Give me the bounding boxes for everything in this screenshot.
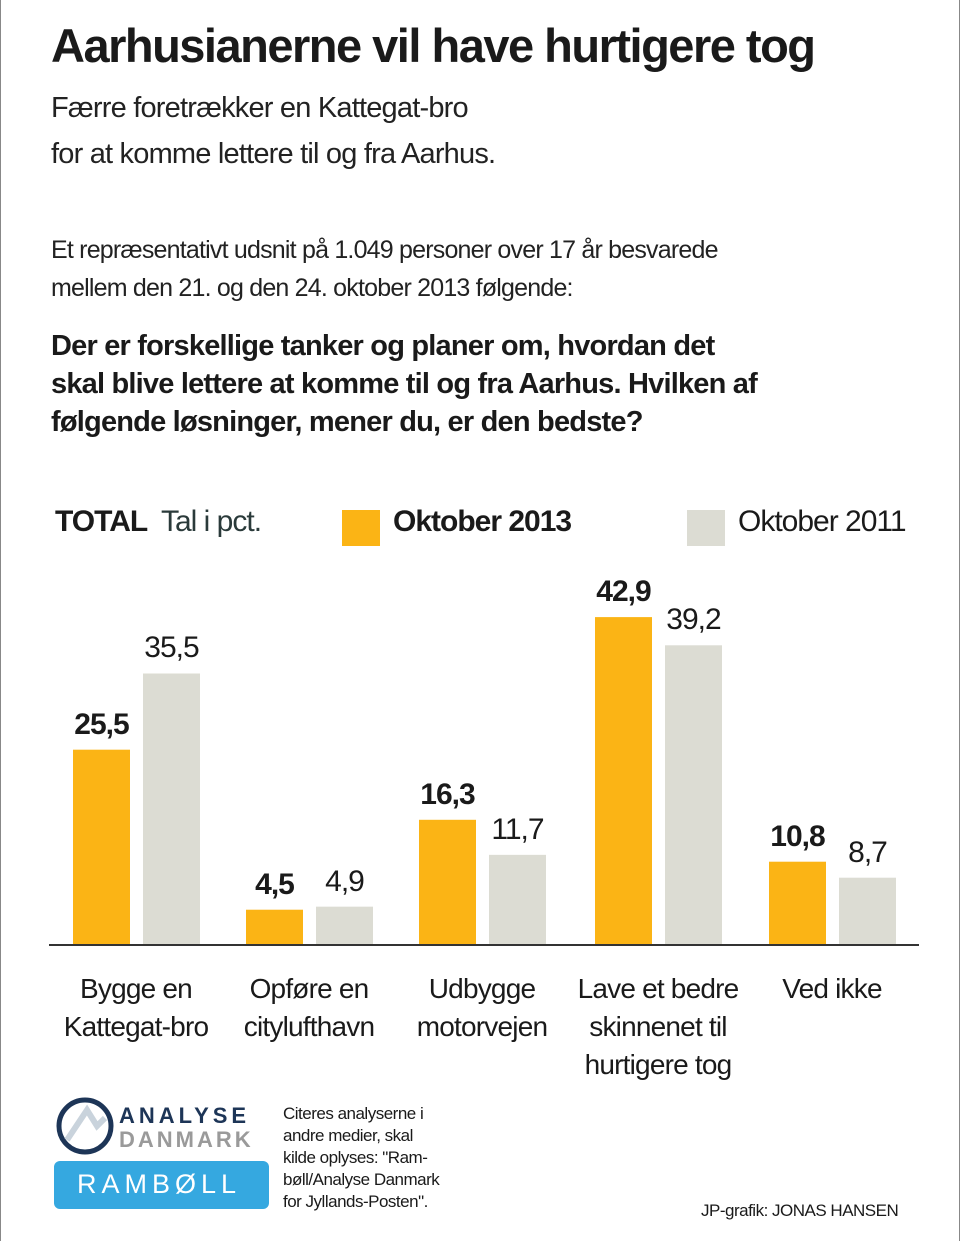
danmark-logo-text: DANMARK [119,1127,254,1152]
question-line: følgende løsninger, mener du, er den bed… [51,406,643,438]
value-label: 11,7 [491,812,544,846]
graphic-credit: JP-grafik: JONAS HANSEN [701,1201,899,1220]
value-label: 25,5 [74,707,129,741]
ramboll-logo-text: RAMBØLL [77,1169,242,1199]
subtitle-line: for at komme lettere til og fra Aarhus. [51,138,496,170]
bar-2013 [246,909,303,944]
value-label: 35,5 [144,631,199,665]
bar-2011 [489,854,546,944]
category-label: Udbygge [428,973,536,1004]
citation-line: bøll/Analyse Danmark [283,1170,440,1189]
value-label: 4,5 [255,867,295,901]
citation-line: andre medier, skal [283,1126,413,1145]
category-label: Bygge en [80,973,193,1004]
legend-swatch-2013 [342,510,380,546]
value-label: 4,9 [325,864,365,898]
bar-2011 [839,877,896,944]
category-label: Lave et bedre [577,973,740,1004]
category-label: skinnenet til [589,1011,727,1042]
title: Aarhusianerne vil have hurtigere tog [51,19,816,72]
value-label: 42,9 [596,575,651,609]
value-label: 16,3 [420,777,475,811]
intro-line: Et repræsentativt udsnit på 1.049 person… [51,236,719,264]
bar-2013 [73,749,130,944]
legend-unit: Tal i pct. [161,505,262,538]
category-label: Kattegat-bro [63,1011,209,1042]
intro-line: mellem den 21. og den 24. oktober 2013 f… [51,274,574,302]
category-label: Opføre en [249,973,370,1004]
analyse-logo-text: ANALYSE [119,1103,251,1128]
citation-note: Citeres analyserne i andre medier, skal … [283,1103,483,1213]
bar-2011 [143,673,200,944]
bar-2013 [769,861,826,944]
citation-line: Citeres analyserne i [283,1104,424,1123]
category-label: hurtigere tog [584,1049,733,1080]
legend-label-2011: Oktober 2011 [738,505,907,538]
citation-line: for Jyllands-Posten". [283,1192,428,1211]
question-line: Der er forskellige tanker og planer om, … [51,330,715,362]
bar-2011 [665,645,722,944]
bar-2013 [595,617,652,944]
legend-label-2013: Oktober 2013 [393,505,572,538]
ramboll-logo [54,1161,269,1209]
bar-2013 [419,819,476,944]
value-label: 8,7 [848,835,888,869]
question-line: skal blive lettere at komme til og fra A… [51,368,758,400]
bar-2011 [316,906,373,944]
citation-line: kilde oplyses: "Ram- [283,1148,428,1167]
subtitle-line: Færre foretrækker en Kattegat-bro [51,92,469,124]
value-label: 39,2 [666,603,721,637]
category-label: citylufthavn [243,1011,375,1042]
value-label: 10,8 [770,819,825,853]
legend-swatch-2011 [687,510,725,546]
category-label: Ved ikke [782,973,882,1004]
category-label: motorvejen [416,1011,548,1042]
legend-total: TOTAL [55,505,148,538]
